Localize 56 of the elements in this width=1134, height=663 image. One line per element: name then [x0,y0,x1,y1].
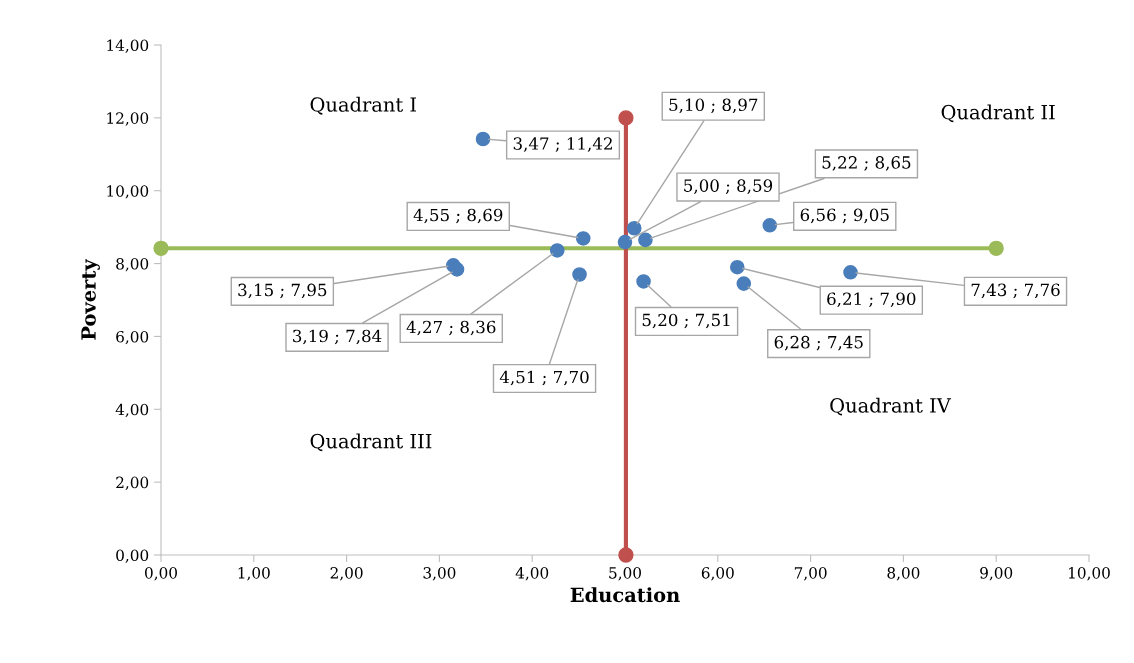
data-label: 7,43 ; 7,76 [971,283,1060,299]
annotation: Quadrant IV [830,397,952,416]
data-label: 6,28 ; 7,45 [774,335,863,351]
data-label: 3,15 ; 7,95 [238,283,327,299]
point [153,240,169,256]
y-tick-label: 2,00 [116,476,149,491]
point [618,110,634,126]
y-axis-title: Poverty [81,258,100,340]
data-label: 4,27 ; 8,36 [406,320,496,336]
y-tick-label: 8,00 [116,258,149,272]
x-tick-label: 5,00 [609,567,641,581]
point [626,220,642,236]
data-label: 4,51 ; 7,70 [499,370,589,386]
data-label: 6,56 ; 9,05 [800,208,889,224]
data-label: 5,00 ; 8,59 [684,179,773,194]
y-tick-label: 12,00 [107,112,149,126]
x-tick-label: 4,00 [515,567,549,581]
point [843,265,858,280]
x-tick-label: 9,00 [980,567,1013,581]
point [475,131,491,147]
x-tick-label: 10,00 [1069,567,1110,581]
point [736,276,752,291]
y-tick-label: 0,00 [116,549,149,563]
x-tick-label: 3,00 [423,567,456,581]
point [618,547,634,563]
x-tick-label: 6,00 [701,567,734,581]
data-label: 5,20 ; 7,51 [642,313,730,329]
x-tick-label: 2,00 [330,567,363,581]
y-tick-label: 4,00 [115,403,149,418]
point [549,243,565,258]
data-label: 5,22 ; 8,65 [822,156,911,171]
data-label: 6,21 ; 7,90 [827,292,916,308]
point [575,231,591,246]
x-tick-label: 8,00 [887,567,920,581]
y-tick-label: 10,00 [107,185,149,199]
data-label: 3,47 ; 11,42 [513,137,612,152]
point [988,240,1004,256]
annotation: Quadrant II [941,104,1055,123]
data-label: 5,10 ; 8,97 [669,98,758,114]
point [730,259,745,275]
annotation: Quadrant I [310,96,416,115]
point [762,218,778,233]
data-label: 4,55 ; 8,69 [413,208,503,224]
data-label: 3,19 ; 7,84 [293,329,382,345]
x-tick-label: 7,00 [794,567,827,581]
point [636,274,651,289]
annotation: Quadrant III [310,433,432,452]
point [449,262,465,277]
point [572,267,587,282]
point [638,232,653,248]
point [617,234,633,250]
x-tick-label: 1,00 [238,567,270,581]
y-tick-label: 14,00 [107,39,149,53]
x-tick-label: 0,00 [145,567,177,581]
y-tick-label: 6,00 [116,330,149,345]
x-axis-title: Education [570,587,680,603]
